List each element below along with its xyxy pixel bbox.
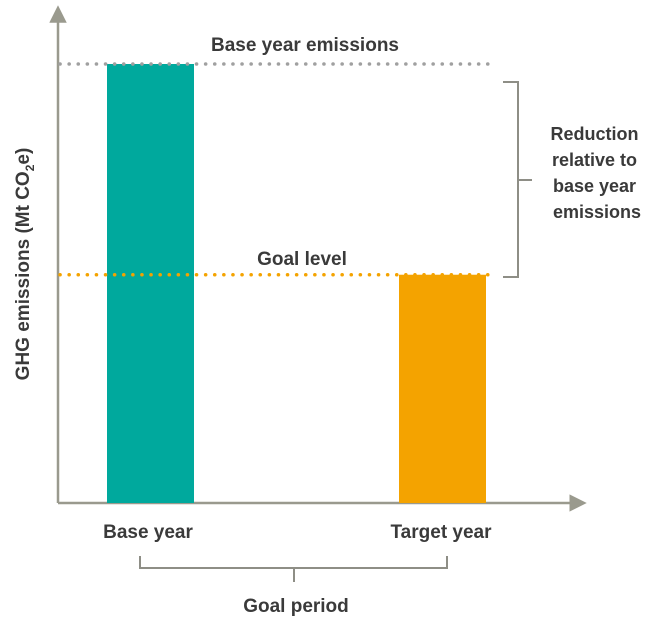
bar-base-year: [107, 64, 194, 503]
y-axis-label: GHG emissions (Mt CO2e): [13, 148, 37, 381]
bar-target-year: [399, 274, 486, 503]
tick-label-target-year: Target year: [390, 522, 492, 543]
tick-label-base-year: Base year: [103, 522, 193, 543]
base-year-emissions-label: Base year emissions: [211, 35, 399, 56]
goal-period-bracket: [139, 556, 448, 582]
reduction-bracket: [503, 81, 532, 278]
goal-period-label: Goal period: [243, 596, 349, 617]
goal-level-label: Goal level: [257, 249, 347, 270]
reduction-label: Reduction relative to base year emission…: [550, 124, 643, 222]
